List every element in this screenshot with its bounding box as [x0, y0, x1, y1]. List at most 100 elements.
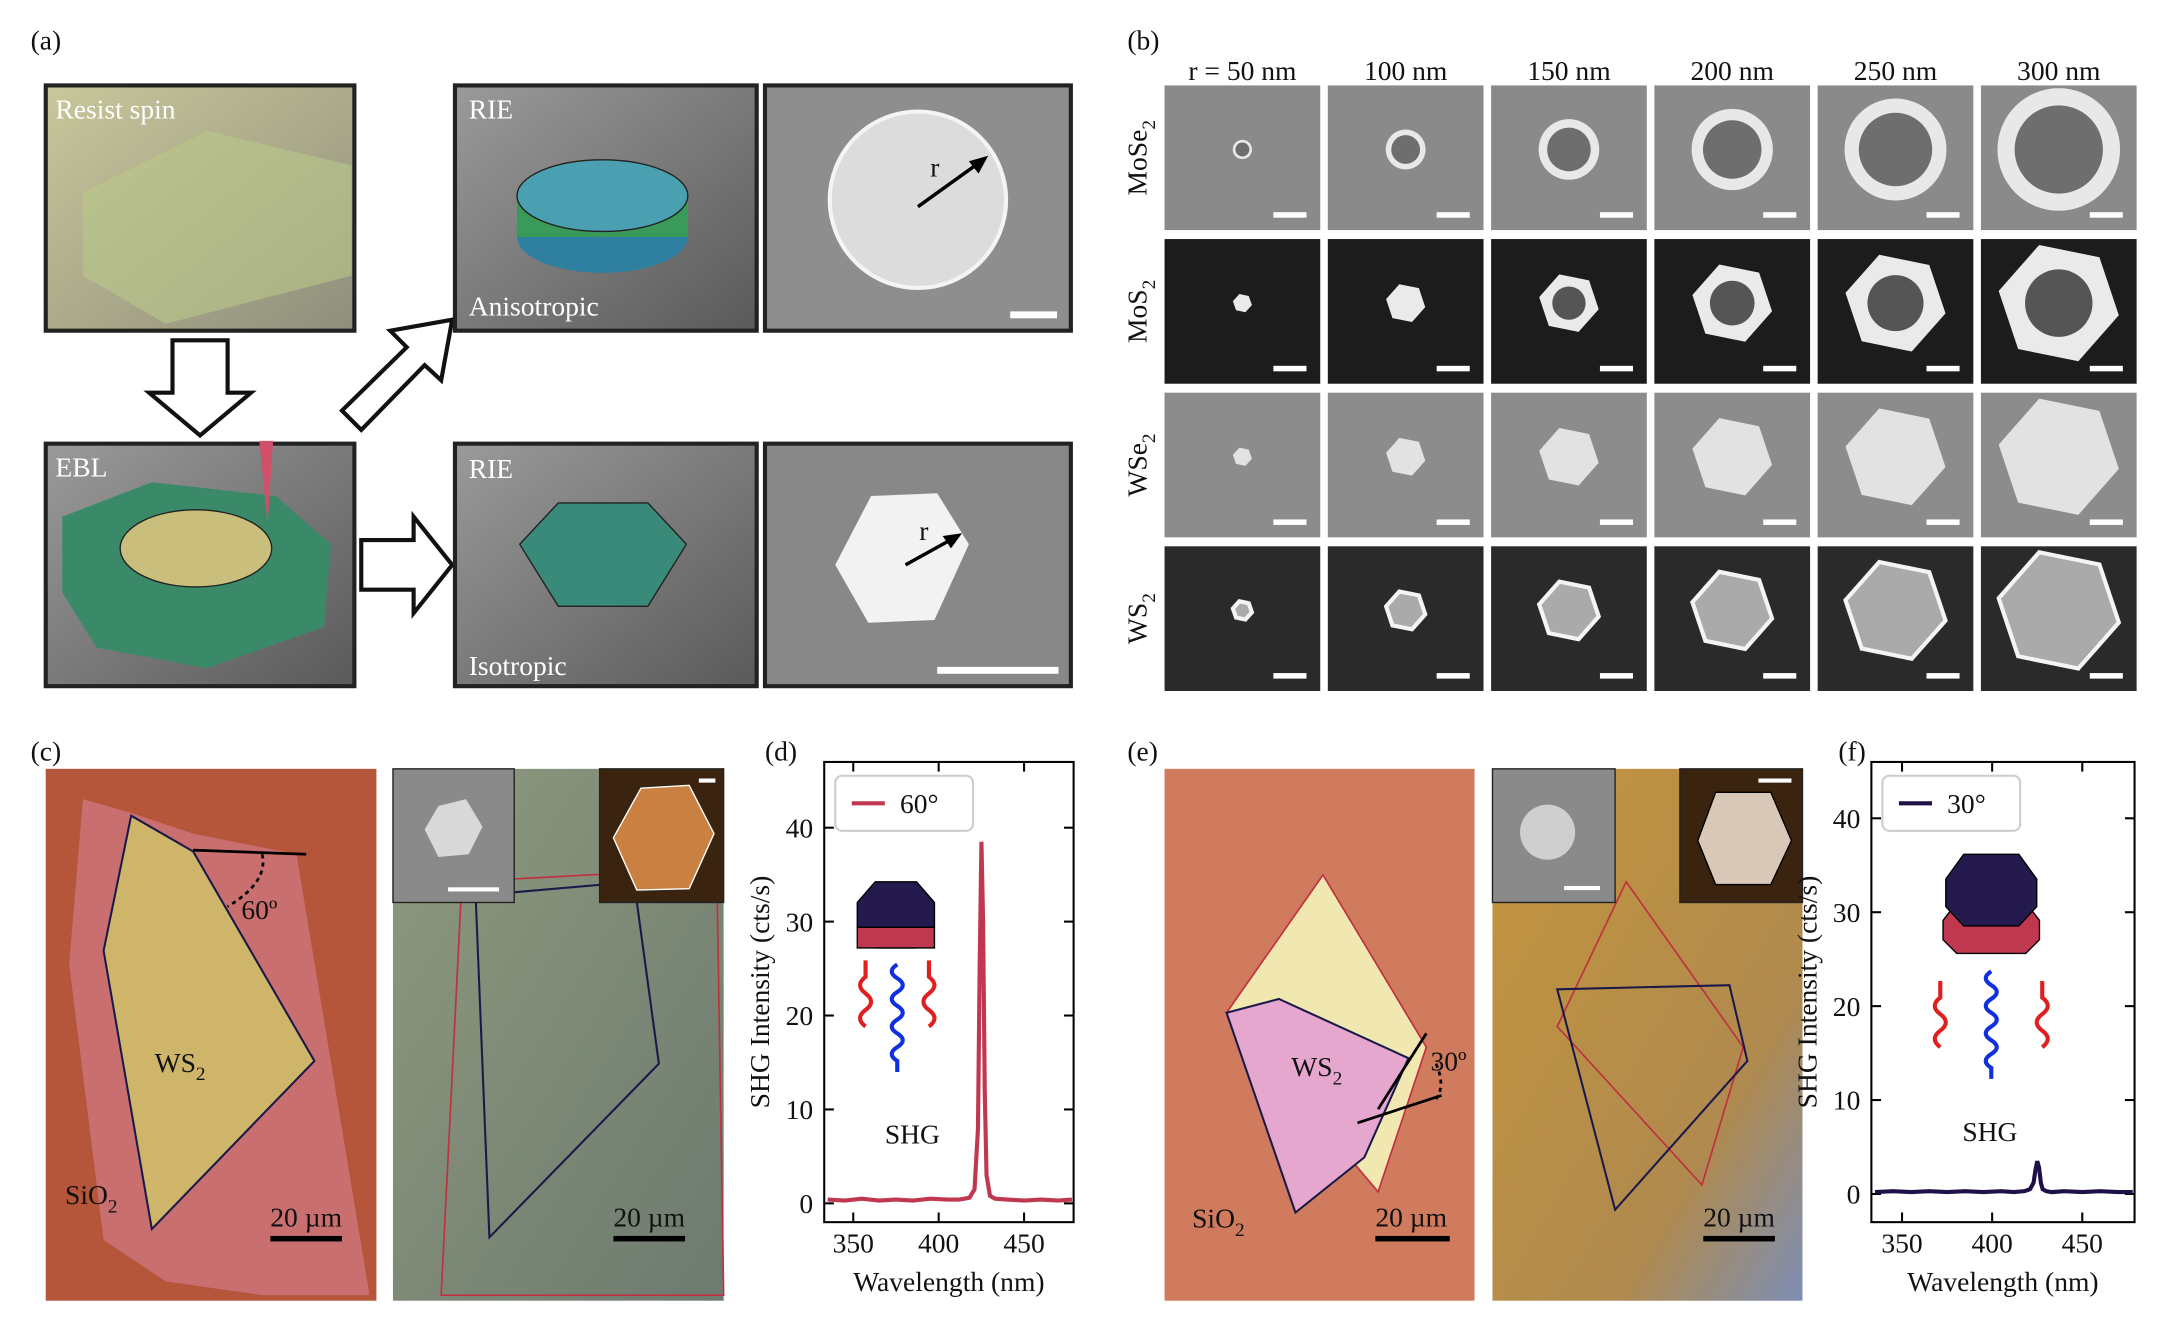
scale-bar [2089, 673, 2123, 679]
wave [921, 960, 937, 1029]
sem-hexagon [1690, 569, 1775, 652]
x-axis-title: Wavelength (nm) [1907, 1266, 2098, 1297]
scale-bar [1758, 778, 1792, 783]
column-header: 300 nm [2017, 55, 2100, 86]
legend-label: 30° [1947, 788, 1986, 819]
inset-sem [1491, 768, 1616, 904]
scale-label: 20 µm [1703, 1201, 1775, 1232]
annotation: SHG [885, 1119, 940, 1150]
sem-core [1547, 127, 1591, 172]
step-label: Anisotropic [469, 291, 599, 322]
wave [858, 960, 874, 1029]
step-label: EBL [55, 452, 107, 483]
text: SiO [65, 1179, 108, 1210]
panel-label: (e) [1127, 736, 1158, 767]
y-tick-label: 40 [786, 812, 814, 843]
x-tick-label: 450 [2062, 1227, 2103, 1258]
scale-bar [1599, 673, 1634, 679]
y-tick-label: 0 [1847, 1179, 1861, 1210]
scale-bar [1599, 212, 1634, 218]
substrate-label: SiO2 [65, 1179, 118, 1217]
flake-outline [102, 814, 316, 1232]
x-tick-label: 400 [1971, 1227, 2012, 1258]
sem-disk [827, 109, 1009, 291]
y-tick-label: 30 [1833, 897, 1861, 928]
column-header: 100 nm [1364, 55, 1447, 86]
arrow [339, 317, 455, 433]
subscript: 2 [1139, 120, 1160, 130]
column-header: 150 nm [1527, 55, 1610, 86]
plot-frame [1870, 760, 2136, 1224]
subscript: 2 [1139, 280, 1160, 290]
sem-core [1235, 142, 1250, 157]
scale-bar [2089, 365, 2123, 372]
scale-bar [2089, 519, 2123, 525]
y-tick-label: 30 [786, 906, 814, 937]
illustration [516, 159, 689, 233]
text: SiO [1192, 1203, 1235, 1234]
angle-arc [1432, 1063, 1443, 1104]
sem-hexagon [1996, 549, 2122, 671]
scale-bar [1926, 519, 1960, 525]
y-tick-label: 40 [1833, 803, 1861, 834]
row-label: MoS2 [1122, 280, 1160, 343]
subscript: 2 [1139, 593, 1160, 603]
sem-core [1709, 280, 1755, 326]
sem-hexagon [1230, 599, 1255, 622]
scale-bar [1926, 673, 1960, 679]
subscript: 2 [196, 1064, 206, 1085]
angle-label: 60º [241, 894, 278, 925]
scale-bar [1273, 365, 1307, 372]
scale-label: 20 µm [613, 1201, 685, 1232]
scale-bar [1763, 212, 1797, 218]
scale-bar [1763, 519, 1797, 525]
scale-bar [1763, 673, 1797, 679]
sem-disk [1386, 284, 1426, 323]
scale-bar [1436, 673, 1470, 679]
flake-outline [1225, 997, 1410, 1215]
scale-bar [2089, 212, 2123, 218]
text: WS [1122, 603, 1153, 644]
sem-hexagon [1539, 427, 1599, 486]
sem-hexagon [1383, 589, 1428, 632]
panel-label: (b) [1127, 25, 1159, 56]
sem-hexagon [1536, 579, 1602, 642]
subscript: 2 [1333, 1068, 1343, 1089]
x-tick-label: 450 [1003, 1227, 1044, 1258]
panel-label: (c) [31, 736, 62, 767]
scale-bar [1436, 365, 1470, 372]
flake-outline [1556, 880, 1745, 1187]
scale-bar [1599, 365, 1634, 372]
step-label: RIE [469, 453, 513, 484]
angle-label: 30º [1430, 1046, 1467, 1077]
panel-label: (a) [31, 25, 62, 56]
sem-core [1552, 286, 1586, 320]
sem-core [1867, 275, 1924, 332]
step-label: RIE [469, 93, 513, 124]
radius-label: r [919, 515, 928, 546]
angle-line [1376, 1032, 1428, 1110]
sem-core [2025, 269, 2093, 337]
illustration [259, 440, 274, 524]
arrow [143, 338, 257, 439]
scale-label: 20 µm [270, 1201, 342, 1232]
angle-arc [226, 853, 265, 908]
text: WSe [1122, 443, 1153, 497]
column-header: r = 50 nm [1188, 55, 1296, 86]
wave [1932, 981, 1948, 1049]
scale-bar [1926, 212, 1960, 218]
illustration [82, 130, 352, 324]
plot-frame [823, 760, 1075, 1224]
scale-bar [1436, 212, 1470, 218]
arrow [359, 510, 455, 620]
flake-outline [474, 880, 660, 1240]
sem-hexagon [1845, 408, 1946, 506]
panel-e: 30º WS2 SiO2 20 µm 20 µm [1164, 768, 1804, 1301]
wave [2034, 981, 2050, 1049]
scale-bar [1273, 519, 1307, 525]
row-label: WS2 [1122, 593, 1160, 644]
panel-c: 60º WS2 SiO2 20 µm 20 µm [45, 768, 725, 1301]
scale-label: 20 µm [1375, 1201, 1447, 1232]
subscript: 2 [108, 1197, 118, 1218]
